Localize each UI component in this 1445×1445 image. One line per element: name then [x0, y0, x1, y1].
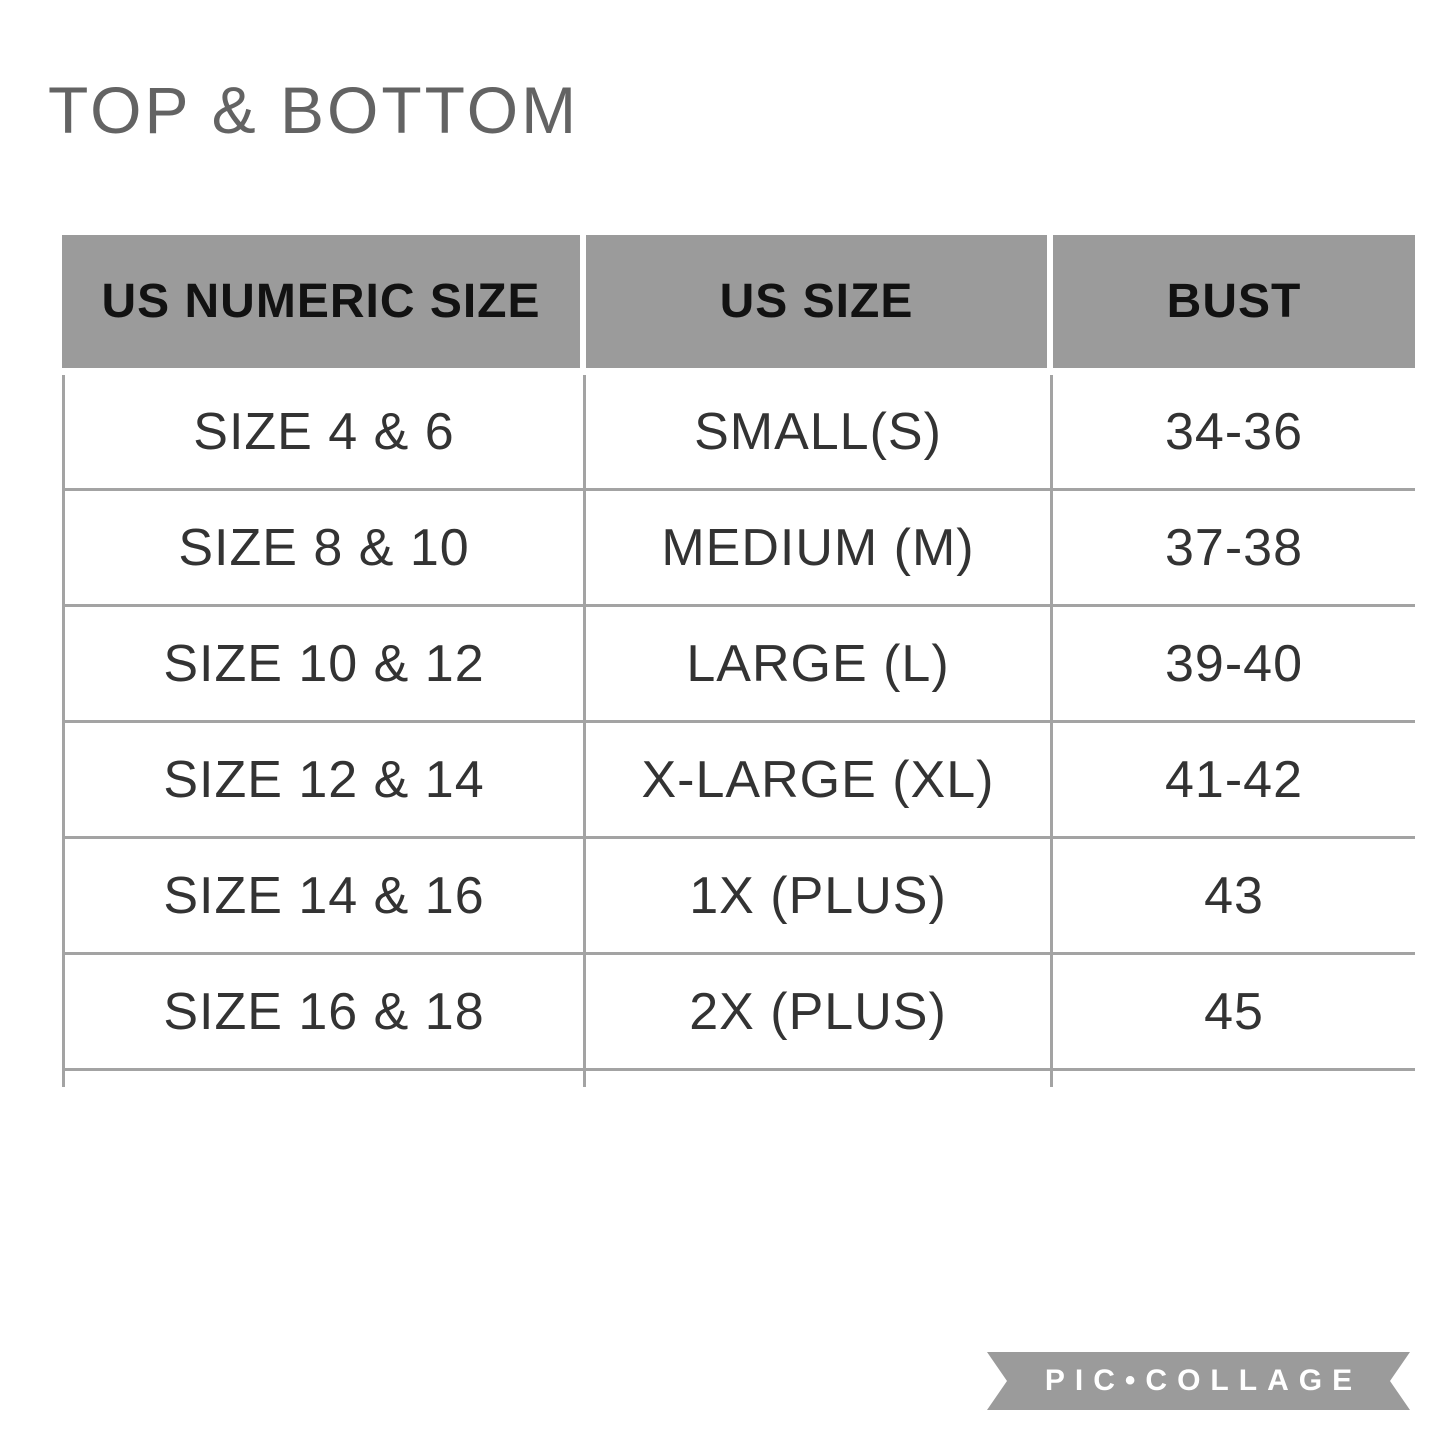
piccollage-watermark-ribbon: PIC•COLLAGE	[987, 1352, 1410, 1410]
cell-us-size: LARGE (L)	[583, 607, 1050, 720]
table-body: SIZE 4 & 6 SMALL(S) 34-36 SIZE 8 & 10 ME…	[62, 375, 1415, 1087]
cell-numeric-size: SIZE 16 & 18	[163, 982, 485, 1041]
cell-bust: 43	[1050, 839, 1415, 952]
table-row: SIZE 16 & 18 2X (PLUS) 45	[65, 955, 1415, 1071]
cell-bust: 37-38	[1050, 491, 1415, 604]
table-row: SIZE 12 & 14 X-LARGE (XL) 41-42	[65, 723, 1415, 839]
header-us-numeric-size: US NUMERIC SIZE	[62, 235, 580, 368]
cell-bust: 41-42	[1050, 723, 1415, 836]
cell-numeric-size: SIZE 12 & 14	[163, 750, 485, 809]
table-row: SIZE 10 & 12 LARGE (L) 39-40	[65, 607, 1415, 723]
piccollage-watermark-text: PIC•COLLAGE	[1044, 1364, 1363, 1397]
cell-us-size: 2X (PLUS)	[583, 955, 1050, 1068]
cell-us-size: 1X (PLUS)	[583, 839, 1050, 952]
cell-numeric-size: SIZE 14 & 16	[163, 866, 485, 925]
cell-empty	[65, 1071, 583, 1087]
page-title: TOP & BOTTOM	[48, 73, 580, 147]
cell-us-size: MEDIUM (M)	[583, 491, 1050, 604]
header-bust: BUST	[1053, 235, 1415, 368]
table-header-row: US NUMERIC SIZE US SIZE BUST	[62, 235, 1415, 368]
cell-bust: 39-40	[1050, 607, 1415, 720]
header-us-size: US SIZE	[586, 235, 1047, 368]
cell-numeric-size: SIZE 8 & 10	[178, 518, 470, 577]
cell-numeric-size: SIZE 4 & 6	[193, 402, 455, 461]
cell-bust: 45	[1050, 955, 1415, 1068]
table-row: SIZE 14 & 16 1X (PLUS) 43	[65, 839, 1415, 955]
cell-bust: 34-36	[1050, 375, 1415, 488]
table-row: SIZE 4 & 6 SMALL(S) 34-36	[65, 375, 1415, 491]
cell-us-size: X-LARGE (XL)	[583, 723, 1050, 836]
cell-empty	[583, 1071, 1050, 1087]
table-row: SIZE 8 & 10 MEDIUM (M) 37-38	[65, 491, 1415, 607]
size-table: US NUMERIC SIZE US SIZE BUST SIZE 4 & 6 …	[62, 235, 1415, 1087]
cell-numeric-size: SIZE 10 & 12	[163, 634, 485, 693]
table-row-cropped	[65, 1071, 1415, 1087]
cell-empty	[1050, 1071, 1415, 1087]
cell-us-size: SMALL(S)	[583, 375, 1050, 488]
